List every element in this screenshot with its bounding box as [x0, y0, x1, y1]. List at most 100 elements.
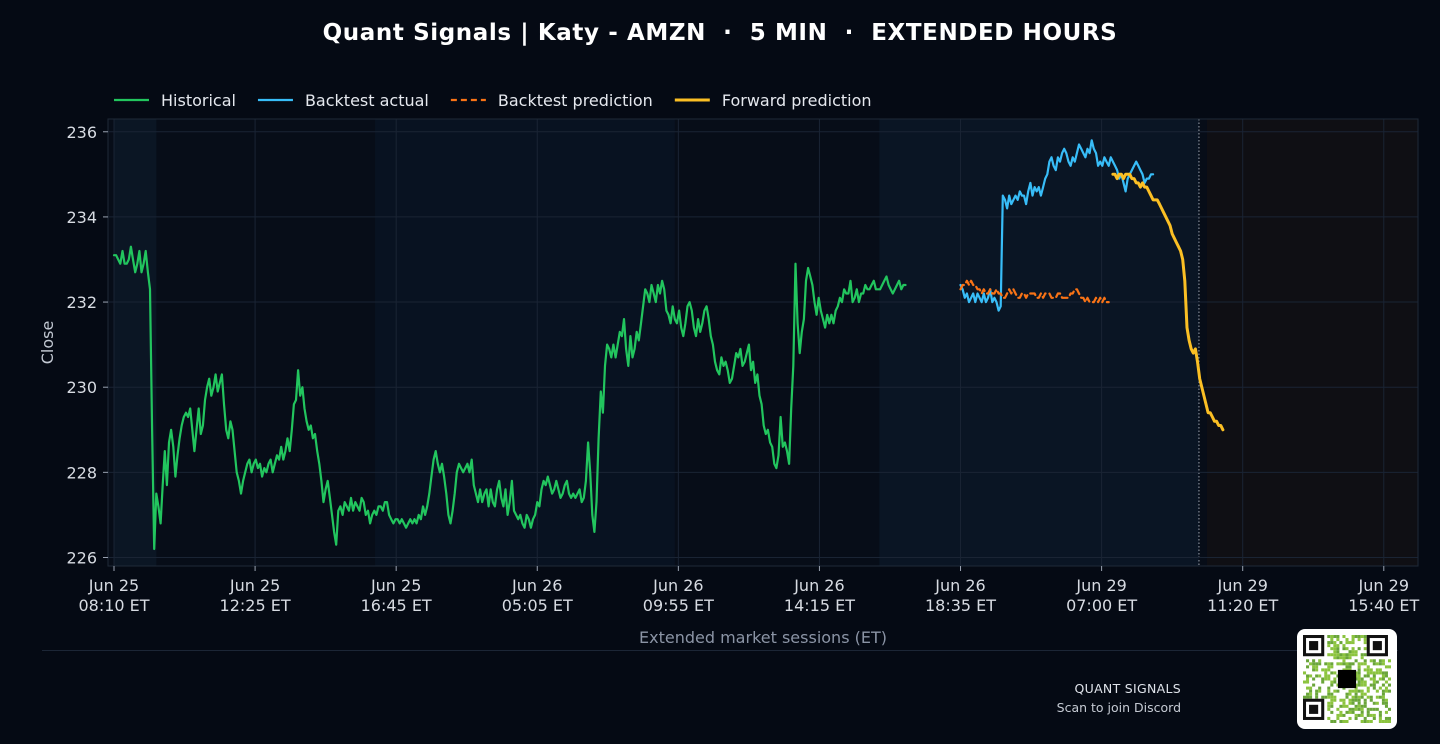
- qr-module: [1360, 713, 1364, 717]
- qr-module: [1354, 635, 1358, 639]
- qr-module: [1357, 695, 1361, 699]
- qr-module: [1321, 677, 1325, 681]
- x-tick-label: 09:55 ET: [643, 596, 714, 615]
- qr-module: [1387, 677, 1391, 681]
- qr-module: [1378, 662, 1382, 666]
- qr-module: [1357, 674, 1361, 678]
- qr-module: [1348, 653, 1352, 657]
- x-tick-label: 18:35 ET: [925, 596, 996, 615]
- qr-module: [1378, 695, 1382, 699]
- qr-logo: [1337, 669, 1357, 689]
- legend: Historical Backtest actual Backtest predic…: [114, 91, 872, 110]
- x-tick-label: 12:25 ET: [220, 596, 291, 615]
- y-tick-label: 236: [66, 123, 97, 142]
- qr-module: [1330, 665, 1334, 669]
- qr-module: [1327, 653, 1331, 657]
- qr-module: [1366, 674, 1370, 678]
- qr-module: [1384, 671, 1388, 675]
- qr-module: [1381, 698, 1385, 702]
- qr-module: [1357, 680, 1361, 684]
- qr-module: [1384, 680, 1388, 684]
- qr-module: [1342, 635, 1346, 639]
- qr-module: [1357, 665, 1361, 669]
- qr-module: [1369, 695, 1373, 699]
- qr-module: [1333, 656, 1337, 660]
- qr-module: [1363, 647, 1367, 651]
- qr-module: [1306, 665, 1310, 669]
- x-tick-label: Jun 26: [934, 576, 985, 595]
- qr-module: [1330, 680, 1334, 684]
- qr-module: [1360, 662, 1364, 666]
- qr-module: [1372, 683, 1376, 687]
- qr-module: [1381, 659, 1385, 663]
- qr-module: [1312, 683, 1316, 687]
- qr-module: [1375, 671, 1379, 675]
- qr-module: [1333, 695, 1337, 699]
- qr-module: [1348, 662, 1352, 666]
- discord-qr-code[interactable]: [1297, 629, 1397, 729]
- y-tick-label: 230: [66, 378, 97, 397]
- qr-module: [1369, 683, 1373, 687]
- qr-module: [1357, 704, 1361, 708]
- qr-module: [1324, 695, 1328, 699]
- qr-module: [1384, 665, 1388, 669]
- qr-module: [1330, 704, 1334, 708]
- qr-module: [1315, 665, 1319, 669]
- qr-module: [1330, 695, 1334, 699]
- qr-module: [1372, 674, 1376, 678]
- qr-module: [1354, 677, 1358, 681]
- x-tick-label: 11:20 ET: [1207, 596, 1278, 615]
- qr-module: [1381, 662, 1385, 666]
- qr-module: [1360, 707, 1364, 711]
- series-line-historical: [112, 245, 907, 551]
- qr-module: [1324, 677, 1328, 681]
- qr-module: [1360, 653, 1364, 657]
- qr-module: [1369, 698, 1373, 702]
- footer-divider: [42, 650, 1398, 651]
- qr-module: [1318, 689, 1322, 693]
- qr-module: [1330, 641, 1334, 645]
- qr-module: [1378, 668, 1382, 672]
- qr-module: [1375, 707, 1379, 711]
- qr-module: [1363, 641, 1367, 645]
- x-tick-label: Jun 25: [370, 576, 421, 595]
- qr-module: [1345, 665, 1349, 669]
- qr-module: [1336, 716, 1340, 720]
- qr-module: [1387, 716, 1391, 720]
- qr-module: [1342, 719, 1346, 723]
- qr-module: [1309, 674, 1313, 678]
- qr-module: [1303, 671, 1307, 675]
- qr-module: [1315, 662, 1319, 666]
- qr-module: [1345, 641, 1349, 645]
- qr-module: [1381, 689, 1385, 693]
- qr-module: [1348, 698, 1352, 702]
- qr-module: [1327, 701, 1331, 705]
- qr-module: [1309, 686, 1313, 690]
- qr-module: [1330, 635, 1334, 639]
- x-tick-label: 14:15 ET: [784, 596, 855, 615]
- qr-module: [1336, 653, 1340, 657]
- qr-module: [1306, 695, 1310, 699]
- qr-module: [1312, 677, 1316, 681]
- qr-module: [1324, 674, 1328, 678]
- y-tick-label: 228: [66, 463, 97, 482]
- qr-module: [1327, 674, 1331, 678]
- qr-module: [1378, 713, 1382, 717]
- qr-module: [1330, 683, 1334, 687]
- qr-module: [1333, 650, 1337, 654]
- qr-module: [1363, 698, 1367, 702]
- qr-module: [1372, 716, 1376, 720]
- qr-module: [1330, 662, 1334, 666]
- legend-label: Historical: [161, 91, 236, 110]
- qr-module: [1354, 671, 1358, 675]
- qr-module: [1330, 719, 1334, 723]
- x-tick-label: 07:00 ET: [1066, 596, 1137, 615]
- y-tick-label: 232: [66, 293, 97, 312]
- qr-module: [1366, 665, 1370, 669]
- y-tick-label: 234: [66, 208, 97, 227]
- qr-module: [1369, 677, 1373, 681]
- qr-module: [1309, 689, 1313, 693]
- qr-module: [1330, 638, 1334, 642]
- qr-module: [1387, 689, 1391, 693]
- session-bands: [108, 119, 1418, 566]
